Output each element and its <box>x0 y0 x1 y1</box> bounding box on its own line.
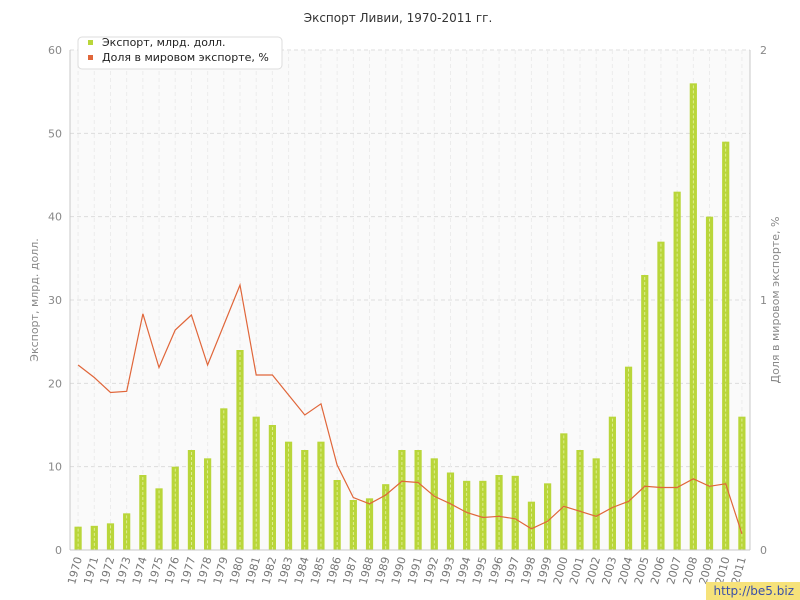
bar <box>738 416 746 550</box>
legend-box <box>77 36 283 70</box>
bar <box>705 216 714 550</box>
line-series <box>77 282 743 534</box>
y-axis-label: Экспорт, млрд. долл. <box>28 238 41 361</box>
bar <box>204 458 212 550</box>
bar <box>624 366 633 550</box>
bar <box>430 458 438 550</box>
y2-axis-label: Доля в мировом экспорте, % <box>769 217 782 384</box>
bar <box>592 458 600 550</box>
bar-series <box>74 83 746 550</box>
bar <box>155 488 163 550</box>
y-tick-label: 0 <box>55 544 62 557</box>
bar <box>171 466 179 550</box>
y2-tick-label: 0 <box>760 544 767 557</box>
y-tick-label: 30 <box>48 294 62 307</box>
legend-label-share: Доля в мировом экспорте, % <box>102 51 269 64</box>
legend-swatch-share <box>88 55 93 60</box>
y-tick-label: 50 <box>48 127 62 140</box>
y-tick-label: 40 <box>48 211 62 224</box>
y2-axis-ticks: 0 1 2 <box>760 44 767 557</box>
y-tick-label: 10 <box>48 461 62 474</box>
y-axis-ticks: 0 10 20 30 40 50 60 <box>48 44 62 557</box>
y2-tick-label: 2 <box>760 44 767 57</box>
axes <box>69 50 751 551</box>
share-line <box>77 282 743 534</box>
chart-title: Экспорт Ливии, 1970-2011 гг. <box>304 11 493 25</box>
bar <box>74 526 82 550</box>
legend-label-export: Экспорт, млрд. долл. <box>102 36 225 49</box>
bar <box>608 416 616 550</box>
legend-swatch-export <box>88 40 93 45</box>
bar <box>220 408 228 550</box>
bar <box>252 416 260 550</box>
x-axis-ticks: 1970197119721973197419751976197719781979… <box>65 555 749 585</box>
legend[interactable]: Экспорт, млрд. долл. Доля в мировом эксп… <box>77 36 283 70</box>
bar <box>365 498 374 550</box>
watermark-link[interactable]: http://be5.biz <box>705 582 800 600</box>
y-tick-label: 60 <box>48 44 62 57</box>
y2-tick-label: 1 <box>760 294 767 307</box>
y-tick-label: 20 <box>48 377 62 390</box>
